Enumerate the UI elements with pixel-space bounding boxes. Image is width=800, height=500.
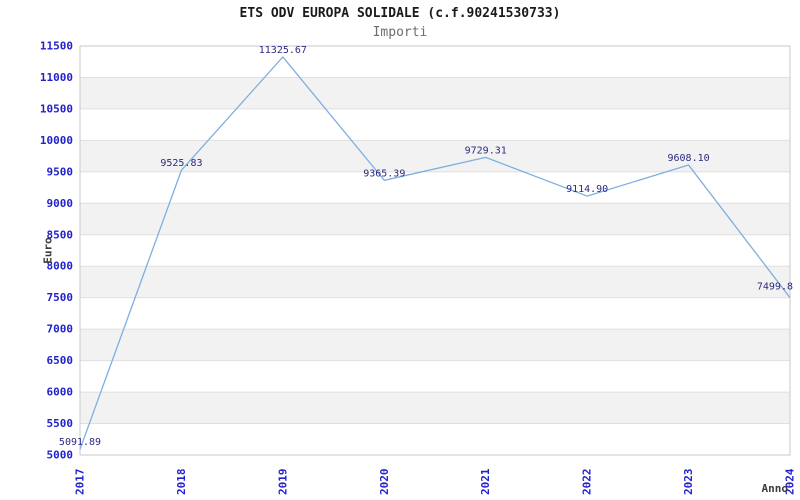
y-tick-label: 10000 <box>40 134 73 147</box>
data-line <box>79 56 791 450</box>
plot-band <box>80 266 790 298</box>
y-tick-label: 8500 <box>47 228 74 241</box>
y-tick-label: 5500 <box>47 417 74 430</box>
plot-band <box>80 171 790 204</box>
plot-band <box>80 77 790 109</box>
point-label: 9729.31 <box>465 145 507 156</box>
plot-band <box>80 108 790 141</box>
y-tick-label: 7000 <box>47 323 74 336</box>
point-label: 7499.8 <box>757 282 793 293</box>
y-tick-label: 9000 <box>47 197 74 210</box>
plot-band <box>80 297 790 330</box>
plot-band <box>80 46 790 78</box>
point-label: 11325.67 <box>259 45 307 56</box>
y-tick-label: 9500 <box>47 165 74 178</box>
plot-band <box>80 329 790 361</box>
plot-band <box>80 140 790 172</box>
x-tick-label: 2023 <box>682 469 695 496</box>
x-tick-label: 2024 <box>784 468 797 495</box>
plot-border <box>79 45 791 456</box>
y-tick-label: 11500 <box>40 40 73 53</box>
y-tick-label: 10500 <box>40 102 73 115</box>
point-label: 9525.83 <box>160 158 202 169</box>
plot-band <box>80 203 790 235</box>
y-tick-label: 5000 <box>47 449 74 462</box>
x-tick-label: 2021 <box>479 468 492 495</box>
plot-band <box>80 423 790 455</box>
y-tick-label: 6500 <box>47 354 74 367</box>
y-tick-label: 11000 <box>40 71 73 84</box>
y-axis-title: Euro <box>42 237 55 264</box>
point-label: 9365.39 <box>363 168 405 179</box>
y-tick-label: 8000 <box>47 260 74 273</box>
x-tick-label: 2019 <box>276 469 289 496</box>
chart-title: ETS ODV EUROPA SOLIDALE (c.f.90241530733… <box>239 6 561 21</box>
x-tick-label: 2022 <box>581 469 594 496</box>
point-label: 5091.89 <box>59 437 101 448</box>
chart-subtitle: Importi <box>372 25 428 40</box>
x-tick-label: 2018 <box>175 469 188 496</box>
point-label: 9114.90 <box>566 184 608 195</box>
plot-band <box>80 392 790 424</box>
y-tick-label: 7500 <box>47 291 74 304</box>
plot-band <box>80 360 790 393</box>
x-tick-label: 2020 <box>378 469 391 496</box>
x-tick-label: 2017 <box>74 469 87 496</box>
plot-band <box>80 234 790 267</box>
point-label: 9608.10 <box>667 153 709 164</box>
y-tick-label: 6000 <box>47 386 74 399</box>
x-axis-title: Anno <box>762 482 789 495</box>
